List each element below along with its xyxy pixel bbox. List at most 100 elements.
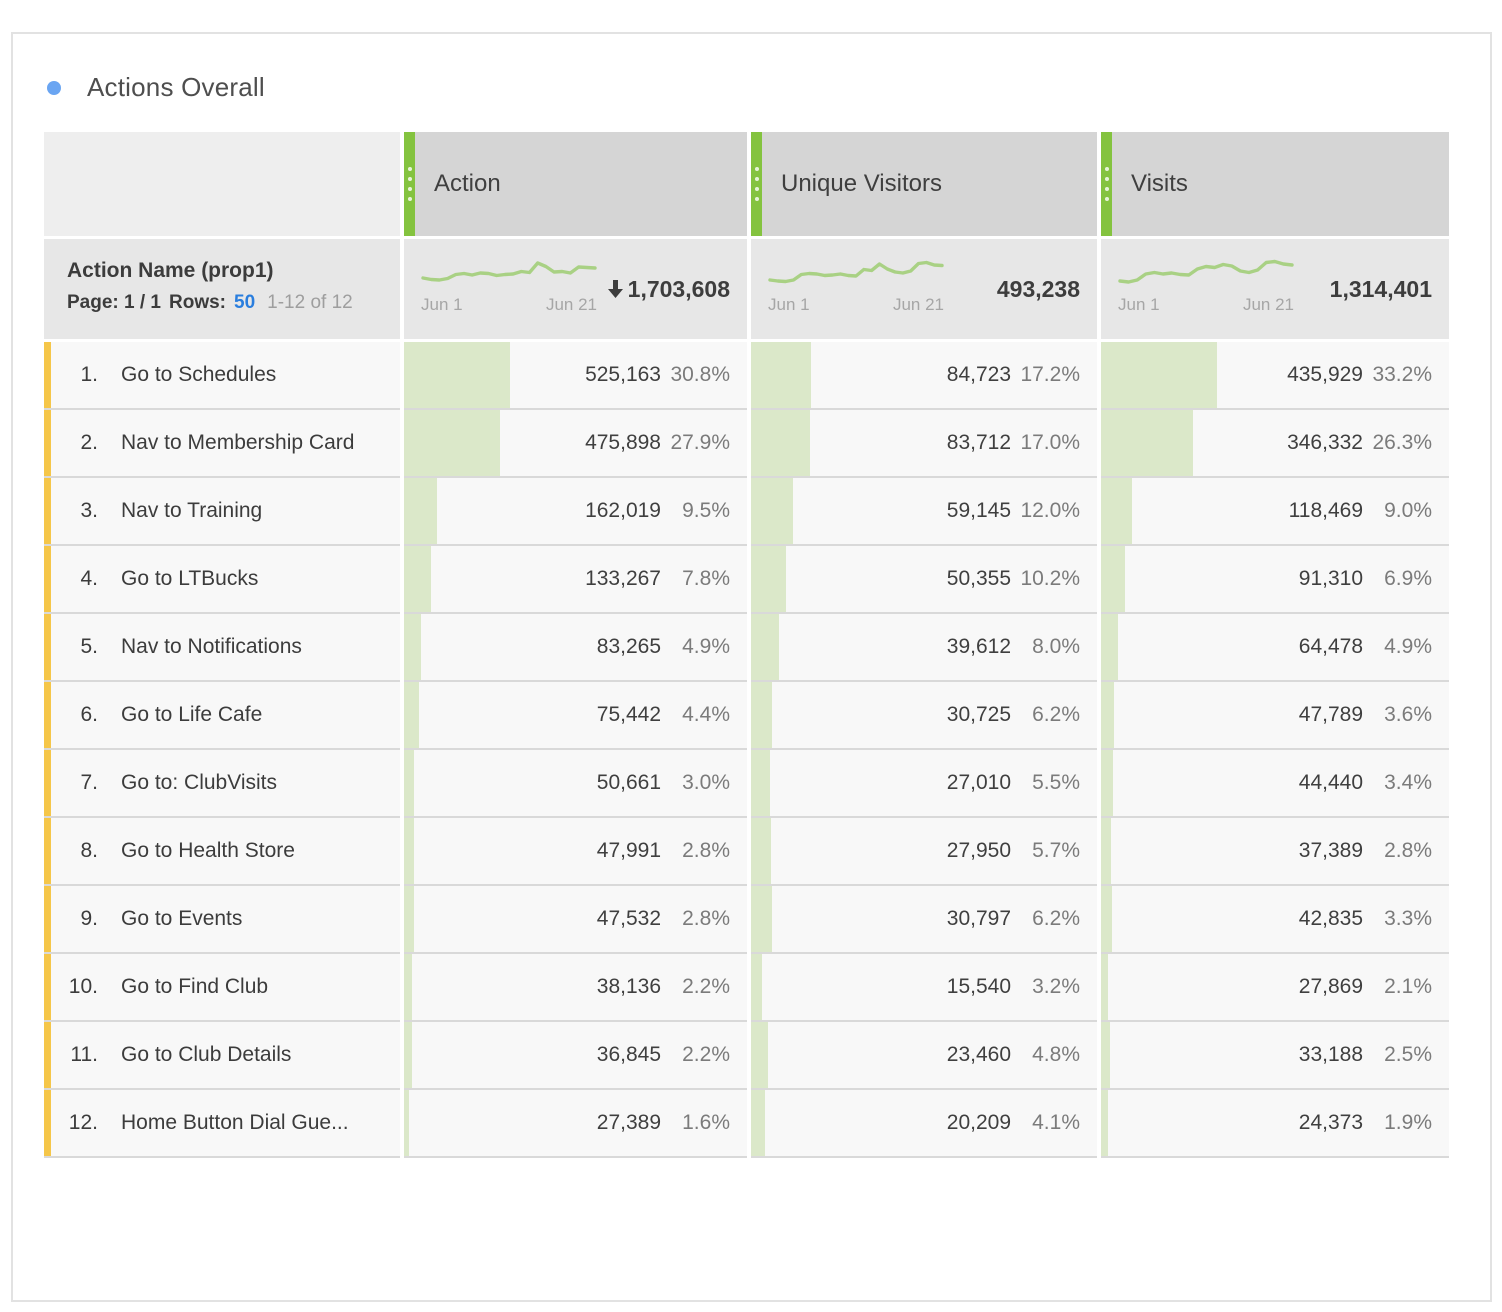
row-name-cell[interactable]: 9. Go to Events xyxy=(44,886,400,954)
row-name-cell[interactable]: 10. Go to Find Club xyxy=(44,954,400,1022)
metric-cell-action[interactable]: 525,163 30.8% xyxy=(404,342,747,410)
table-row[interactable]: 10. Go to Find Club 38,136 2.2% 15,540 3.2% 27… xyxy=(44,954,1449,1022)
metric-total: 1,314,401 xyxy=(1329,275,1432,302)
metric-cell-unique_visitors[interactable]: 23,460 4.8% xyxy=(751,1022,1097,1090)
table-body: 1. Go to Schedules 525,163 30.8% 84,723 17.2%… xyxy=(44,342,1449,1158)
metric-value: 59,145 xyxy=(946,499,1011,522)
table-row[interactable]: 7. Go to: ClubVisits 50,661 3.0% 27,010 5.5% 4… xyxy=(44,750,1449,818)
metric-percent: 9.5% xyxy=(682,499,730,522)
metric-value: 20,209 xyxy=(946,1111,1011,1134)
row-name-cell[interactable]: 2. Nav to Membership Card xyxy=(44,410,400,478)
metric-value: 15,540 xyxy=(946,975,1011,998)
metric-cell-visits[interactable]: 42,835 3.3% xyxy=(1101,886,1449,954)
percent-bar xyxy=(751,614,779,680)
metric-cell-unique_visitors[interactable]: 84,723 17.2% xyxy=(751,342,1097,410)
column-header-action[interactable]: Action xyxy=(404,132,747,236)
metric-cell-action[interactable]: 47,991 2.8% xyxy=(404,818,747,886)
metric-cell-unique_visitors[interactable]: 39,612 8.0% xyxy=(751,614,1097,682)
metric-value: 47,532 xyxy=(596,907,661,930)
metric-percent: 4.1% xyxy=(1032,1111,1080,1134)
metric-value: 39,612 xyxy=(946,635,1011,658)
metric-cell-action[interactable]: 475,898 27.9% xyxy=(404,410,747,478)
column-header-unique-visitors[interactable]: Unique Visitors xyxy=(751,132,1097,236)
row-name-cell[interactable]: 4. Go to LTBucks xyxy=(44,546,400,614)
metric-cell-action[interactable]: 162,019 9.5% xyxy=(404,478,747,546)
metric-cell-action[interactable]: 75,442 4.4% xyxy=(404,682,747,750)
table-row[interactable]: 12. Home Button Dial Gue... 27,389 1.6% 20,2… xyxy=(44,1090,1449,1158)
row-name-cell[interactable]: 12. Home Button Dial Gue... xyxy=(44,1090,400,1158)
row-name-cell[interactable]: 5. Nav to Notifications xyxy=(44,614,400,682)
metric-cell-unique_visitors[interactable]: 27,010 5.5% xyxy=(751,750,1097,818)
metric-cell-visits[interactable]: 27,869 2.1% xyxy=(1101,954,1449,1022)
metric-cell-unique_visitors[interactable]: 15,540 3.2% xyxy=(751,954,1097,1022)
metric-percent: 4.9% xyxy=(682,635,730,658)
metric-percent: 4.8% xyxy=(1032,1043,1080,1066)
metric-percent: 26.3% xyxy=(1372,431,1432,454)
metric-cell-visits[interactable]: 44,440 3.4% xyxy=(1101,750,1449,818)
row-name-cell[interactable]: 6. Go to Life Cafe xyxy=(44,682,400,750)
rows-per-page-link[interactable]: 50 xyxy=(234,292,256,313)
row-label: Home Button Dial Gue... xyxy=(121,1111,349,1134)
metric-cell-unique_visitors[interactable]: 20,209 4.1% xyxy=(751,1090,1097,1158)
metric-cell-unique_visitors[interactable]: 50,355 10.2% xyxy=(751,546,1097,614)
table-row[interactable]: 11. Go to Club Details 36,845 2.2% 23,460 4.8… xyxy=(44,1022,1449,1090)
metric-cell-action[interactable]: 36,845 2.2% xyxy=(404,1022,747,1090)
percent-bar xyxy=(751,886,773,952)
metric-cell-unique_visitors[interactable]: 59,145 12.0% xyxy=(751,478,1097,546)
drag-handle-icon[interactable] xyxy=(1101,132,1112,236)
table-row[interactable]: 1. Go to Schedules 525,163 30.8% 84,723 17.2%… xyxy=(44,342,1449,410)
drag-handle-icon[interactable] xyxy=(751,132,762,236)
drag-handle-icon[interactable] xyxy=(404,132,415,236)
table-row[interactable]: 8. Go to Health Store 47,991 2.8% 27,950 5.7%… xyxy=(44,818,1449,886)
table-row[interactable]: 4. Go to LTBucks 133,267 7.8% 50,355 10.2% 91,… xyxy=(44,546,1449,614)
metric-value: 346,332 xyxy=(1287,431,1363,454)
header-corner-cell xyxy=(44,132,400,236)
table-row[interactable]: 6. Go to Life Cafe 75,442 4.4% 30,725 6.2% 47,… xyxy=(44,682,1449,750)
metric-cell-unique_visitors[interactable]: 30,725 6.2% xyxy=(751,682,1097,750)
metric-cell-visits[interactable]: 118,469 9.0% xyxy=(1101,478,1449,546)
percent-bar xyxy=(1101,614,1119,680)
metric-value: 38,136 xyxy=(596,975,661,998)
metric-cell-visits[interactable]: 47,789 3.6% xyxy=(1101,682,1449,750)
metric-cell-action[interactable]: 133,267 7.8% xyxy=(404,546,747,614)
metric-cell-action[interactable]: 27,389 1.6% xyxy=(404,1090,747,1158)
metric-cell-unique_visitors[interactable]: 30,797 6.2% xyxy=(751,886,1097,954)
row-name-cell[interactable]: 8. Go to Health Store xyxy=(44,818,400,886)
table-row[interactable]: 2. Nav to Membership Card 475,898 27.9% 83,7… xyxy=(44,410,1449,478)
table-row[interactable]: 9. Go to Events 47,532 2.8% 30,797 6.2% 42,835… xyxy=(44,886,1449,954)
metric-value: 30,797 xyxy=(946,907,1011,930)
metric-cell-action[interactable]: 83,265 4.9% xyxy=(404,614,747,682)
metric-cell-action[interactable]: 38,136 2.2% xyxy=(404,954,747,1022)
metric-value: 27,869 xyxy=(1298,975,1363,998)
metric-cell-visits[interactable]: 64,478 4.9% xyxy=(1101,614,1449,682)
table-row[interactable]: 5. Nav to Notifications 83,265 4.9% 39,612 8.… xyxy=(44,614,1449,682)
metric-cell-action[interactable]: 47,532 2.8% xyxy=(404,886,747,954)
percent-bar xyxy=(404,546,431,612)
metric-cell-visits[interactable]: 37,389 2.8% xyxy=(1101,818,1449,886)
metric-value: 91,310 xyxy=(1298,567,1363,590)
row-name-cell[interactable]: 11. Go to Club Details xyxy=(44,1022,400,1090)
metric-cell-unique_visitors[interactable]: 83,712 17.0% xyxy=(751,410,1097,478)
percent-bar xyxy=(404,410,500,476)
row-name-cell[interactable]: 1. Go to Schedules xyxy=(44,342,400,410)
metric-cell-unique_visitors[interactable]: 27,950 5.7% xyxy=(751,818,1097,886)
row-stripe xyxy=(44,682,51,748)
percent-bar xyxy=(751,546,787,612)
row-number: 10. xyxy=(68,975,98,998)
metric-cell-visits[interactable]: 24,373 1.9% xyxy=(1101,1090,1449,1158)
row-name-cell[interactable]: 7. Go to: ClubVisits xyxy=(44,750,400,818)
row-name-cell[interactable]: 3. Nav to Training xyxy=(44,478,400,546)
percent-bar xyxy=(751,410,810,476)
page-title: Actions Overall xyxy=(87,72,265,102)
percent-bar xyxy=(404,342,510,408)
metric-cell-visits[interactable]: 346,332 26.3% xyxy=(1101,410,1449,478)
column-header-visits[interactable]: Visits xyxy=(1101,132,1449,236)
metric-cell-visits[interactable]: 435,929 33.2% xyxy=(1101,342,1449,410)
metric-cell-visits[interactable]: 91,310 6.9% xyxy=(1101,546,1449,614)
metric-cell-action[interactable]: 50,661 3.0% xyxy=(404,750,747,818)
metric-value: 50,661 xyxy=(596,771,661,794)
table-row[interactable]: 3. Nav to Training 162,019 9.5% 59,145 12.0% 1… xyxy=(44,478,1449,546)
sort-descending-icon[interactable] xyxy=(607,279,624,299)
metric-cell-visits[interactable]: 33,188 2.5% xyxy=(1101,1022,1449,1090)
metric-value: 162,019 xyxy=(585,499,661,522)
